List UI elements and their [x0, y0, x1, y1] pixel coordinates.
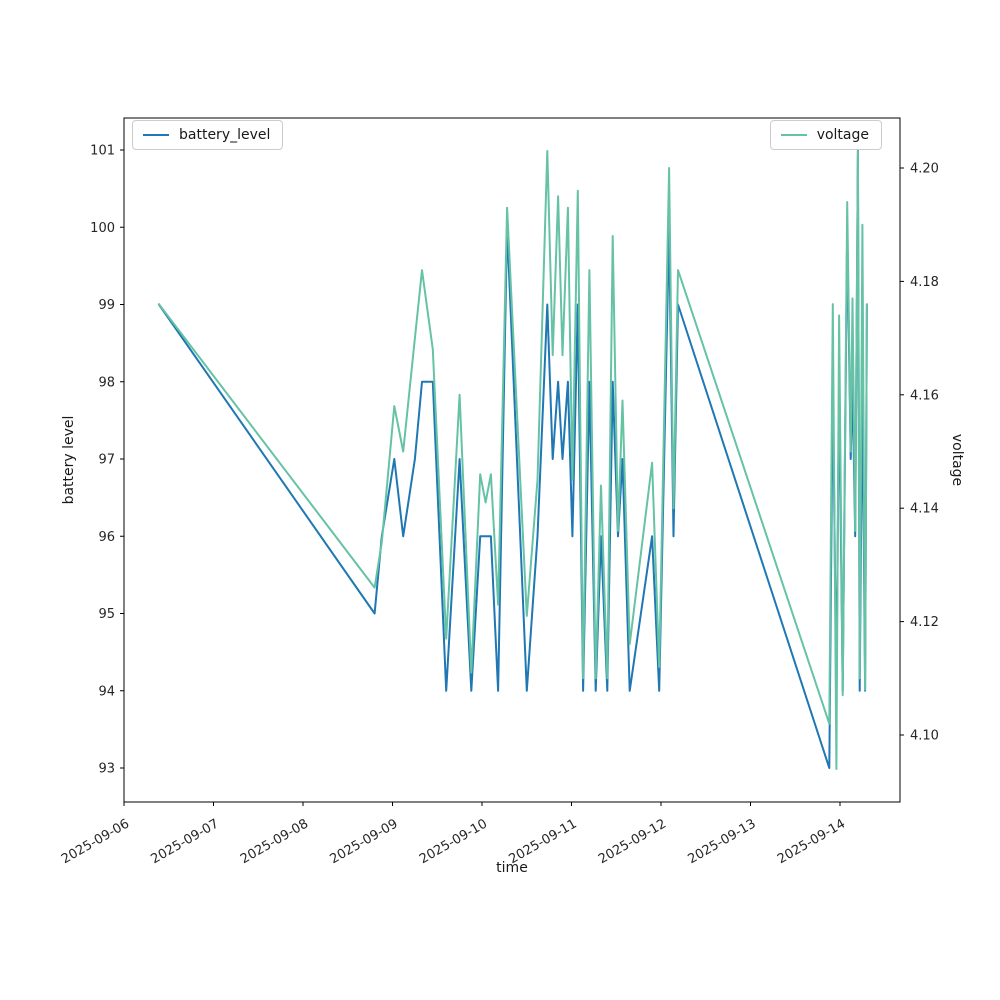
voltage-line-swatch [780, 134, 807, 136]
y-left-tick-label: 97 [98, 453, 115, 468]
legend-voltage[interactable]: voltage [769, 120, 882, 150]
y-right-tick-label: 4.14 [910, 502, 939, 517]
y-right-tick-label: 4.18 [910, 275, 939, 290]
y-left-tick-label: 99 [98, 298, 115, 313]
battery-line-swatch [143, 134, 169, 136]
x-tick-label: 2025-09-08 [238, 816, 311, 867]
y-left-tick-label: 101 [90, 144, 115, 159]
series-line-voltage [157, 150, 868, 770]
x-tick-label: 2025-09-07 [149, 816, 222, 867]
legend-battery-label: battery_level [179, 127, 271, 143]
y-left-tick-label: 95 [98, 607, 115, 622]
x-tick-label: 2025-09-12 [596, 816, 669, 867]
y-left-tick-label: 98 [98, 375, 115, 390]
y-left-tick-label: 100 [90, 221, 115, 236]
series-line-battery_level [157, 149, 868, 769]
plot-area-border [123, 117, 901, 803]
y-right-tick-label: 4.20 [910, 162, 939, 177]
y-left-tick-label: 94 [98, 684, 115, 699]
x-tick-label: 2025-09-13 [686, 816, 759, 867]
x-tick-label: 2025-09-14 [775, 816, 848, 867]
y-right-tick-label: 4.16 [910, 388, 939, 403]
legend-battery-level[interactable]: battery_level [132, 120, 284, 150]
y-left-axis-title: battery level [61, 416, 77, 505]
x-axis-title: time [496, 860, 528, 876]
y-left-tick-label: 93 [98, 762, 115, 777]
y-right-axis-title: voltage [949, 434, 965, 486]
x-tick-label: 2025-09-06 [59, 816, 132, 867]
y-right-tick-label: 4.10 [910, 729, 939, 744]
x-tick-label: 2025-09-10 [417, 816, 490, 867]
x-tick-label: 2025-09-09 [328, 816, 401, 867]
legend-voltage-label: voltage [816, 127, 869, 143]
y-left-tick-label: 96 [98, 530, 115, 545]
y-right-tick-label: 4.12 [910, 615, 939, 630]
